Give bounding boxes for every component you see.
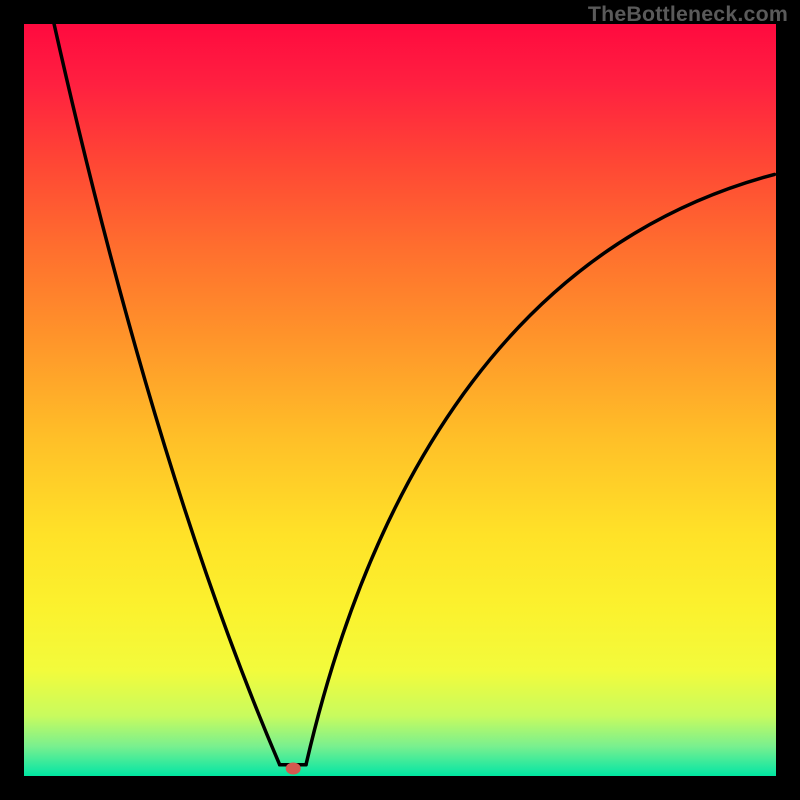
chart-stage: TheBottleneck.com: [0, 0, 800, 800]
watermark-text: TheBottleneck.com: [588, 2, 788, 27]
plot-gradient-background: [24, 24, 776, 776]
optimum-marker: [286, 762, 301, 774]
bottleneck-chart: [0, 0, 800, 800]
